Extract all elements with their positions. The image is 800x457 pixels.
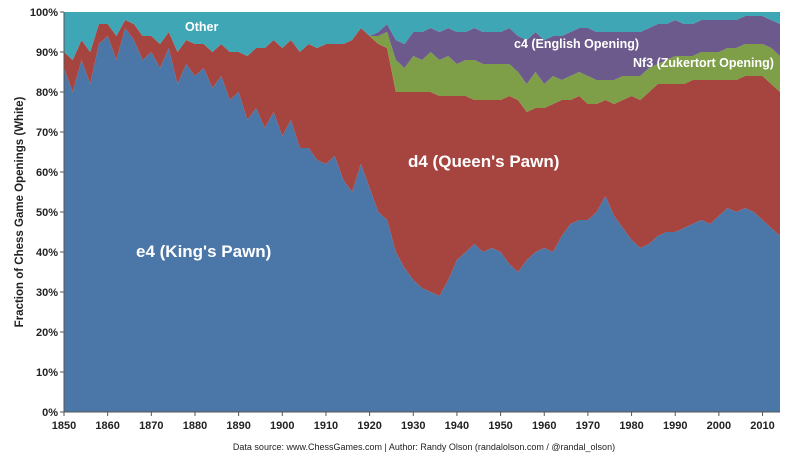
x-tick-label: 1880 <box>183 420 207 432</box>
y-tick-label: 50% <box>36 207 58 219</box>
y-tick-label: 60% <box>36 167 58 179</box>
source-credit: Data source: www.ChessGames.com | Author… <box>233 442 615 452</box>
x-tick-label: 2000 <box>707 420 731 432</box>
x-tick-label: 1890 <box>226 420 250 432</box>
series-area-3 <box>64 16 780 84</box>
x-tick-label: 1990 <box>663 420 687 432</box>
series-area-4 <box>64 12 780 60</box>
x-tick-label: 2010 <box>750 420 774 432</box>
x-tick-label: 1960 <box>532 420 556 432</box>
y-tick-label: 30% <box>36 287 58 299</box>
label-nf3: Nf3 (Zukertort Opening) <box>633 56 774 70</box>
x-tick-labels: 1850 1860 1870 1880 1890 1900 1910 1920 1930 1940… <box>52 412 775 432</box>
series-area-0 <box>64 28 780 412</box>
series-area-2 <box>64 20 780 112</box>
y-tick-label: 80% <box>36 87 58 99</box>
x-tick-label: 1920 <box>357 420 381 432</box>
y-tick-label: 70% <box>36 127 58 139</box>
y-tick-label: 100% <box>30 7 58 19</box>
y-tick-labels: 0% 10% 20% 30% 40% 50% 60% 70% 80% 90% 100% <box>30 7 64 419</box>
series-area-1 <box>64 20 780 296</box>
y-tick-label: 0% <box>42 407 58 419</box>
label-e4: e4 (King's Pawn) <box>136 242 271 261</box>
label-other: Other <box>185 20 218 34</box>
x-tick-label: 1900 <box>270 420 294 432</box>
x-tick-label: 1930 <box>401 420 425 432</box>
y-tick-label: 20% <box>36 327 58 339</box>
label-d4: d4 (Queen's Pawn) <box>408 152 559 171</box>
x-tick-label: 1980 <box>619 420 643 432</box>
x-tick-label: 1860 <box>95 420 119 432</box>
y-tick-label: 90% <box>36 47 58 59</box>
x-tick-label: 1870 <box>139 420 163 432</box>
x-tick-label: 1940 <box>445 420 469 432</box>
x-tick-label: 1950 <box>488 420 512 432</box>
y-axis-label: Fraction of Chess Game Openings (White) <box>14 97 26 328</box>
label-c4: c4 (English Opening) <box>514 37 639 51</box>
stacked-areas <box>64 12 780 412</box>
x-tick-label: 1970 <box>576 420 600 432</box>
x-tick-label: 1910 <box>314 420 338 432</box>
y-tick-label: 40% <box>36 247 58 259</box>
x-tick-label: 1850 <box>52 420 76 432</box>
y-tick-label: 10% <box>36 367 58 379</box>
